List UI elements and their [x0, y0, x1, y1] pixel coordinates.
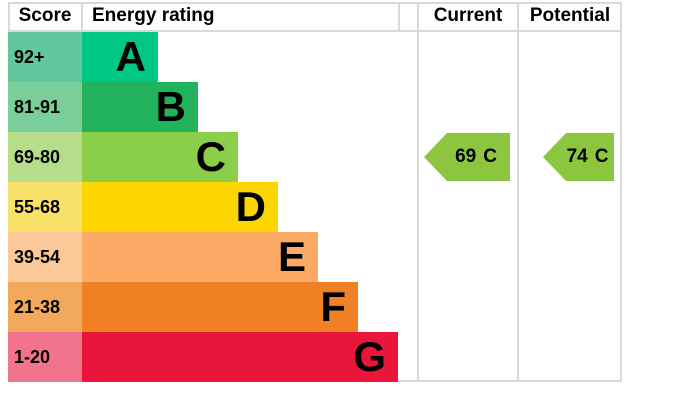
score-column-header: Score: [18, 5, 72, 26]
score-range-label-g: 1-20: [8, 332, 82, 382]
band-bar-c: C: [82, 132, 238, 182]
band-bar-b: B: [82, 82, 198, 132]
band-letter-f: F: [320, 283, 346, 330]
band-row-g: 1-20 G: [0, 332, 695, 382]
band-letter-c: C: [195, 133, 226, 180]
table-border-potential-right: [620, 2, 622, 382]
score-range-label-d: 55-68: [8, 182, 82, 232]
band-letter-e: E: [277, 233, 306, 280]
table-border-current-left: [417, 2, 419, 382]
band-row-e: 39-54 E: [0, 232, 695, 282]
table-border-energy-right: [398, 2, 400, 32]
band-row-c: 69-80 C: [0, 132, 695, 182]
band-row-f: 21-38 F: [0, 282, 695, 332]
score-range-label-a: 92+: [8, 32, 82, 82]
band-letter-g: G: [353, 333, 386, 380]
band-bar-f: F: [82, 282, 358, 332]
current-column-header: Current: [433, 5, 503, 26]
band-row-a: 92+ A: [0, 32, 695, 82]
score-range-label-c: 69-80: [8, 132, 82, 182]
potential-rating-score: 74: [566, 146, 588, 167]
band-row-b: 81-91 B: [0, 82, 695, 132]
table-border-top: [8, 2, 622, 4]
band-bar-d: D: [82, 182, 278, 232]
table-border-current-right: [517, 2, 519, 382]
band-bar-g: G: [82, 332, 398, 382]
table-border-header-bottom: [8, 30, 622, 32]
energy-rating-header: Energy rating: [92, 5, 215, 26]
score-range-label-f: 21-38: [8, 282, 82, 332]
potential-rating-band: C: [594, 146, 609, 167]
score-range-label-e: 39-54: [8, 232, 82, 282]
band-row-d: 55-68 D: [0, 182, 695, 232]
band-bar-a: A: [82, 32, 158, 82]
band-bar-e: E: [82, 232, 318, 282]
band-letter-d: D: [235, 183, 266, 230]
band-letter-a: A: [115, 33, 146, 80]
band-letter-b: B: [155, 83, 186, 130]
potential-column-header: Potential: [529, 5, 611, 26]
current-rating-band: C: [483, 146, 497, 167]
score-range-label-b: 81-91: [8, 82, 82, 132]
table-border-left: [8, 2, 10, 32]
current-rating-score: 69: [455, 146, 477, 167]
table-border-score-divider: [81, 2, 83, 32]
